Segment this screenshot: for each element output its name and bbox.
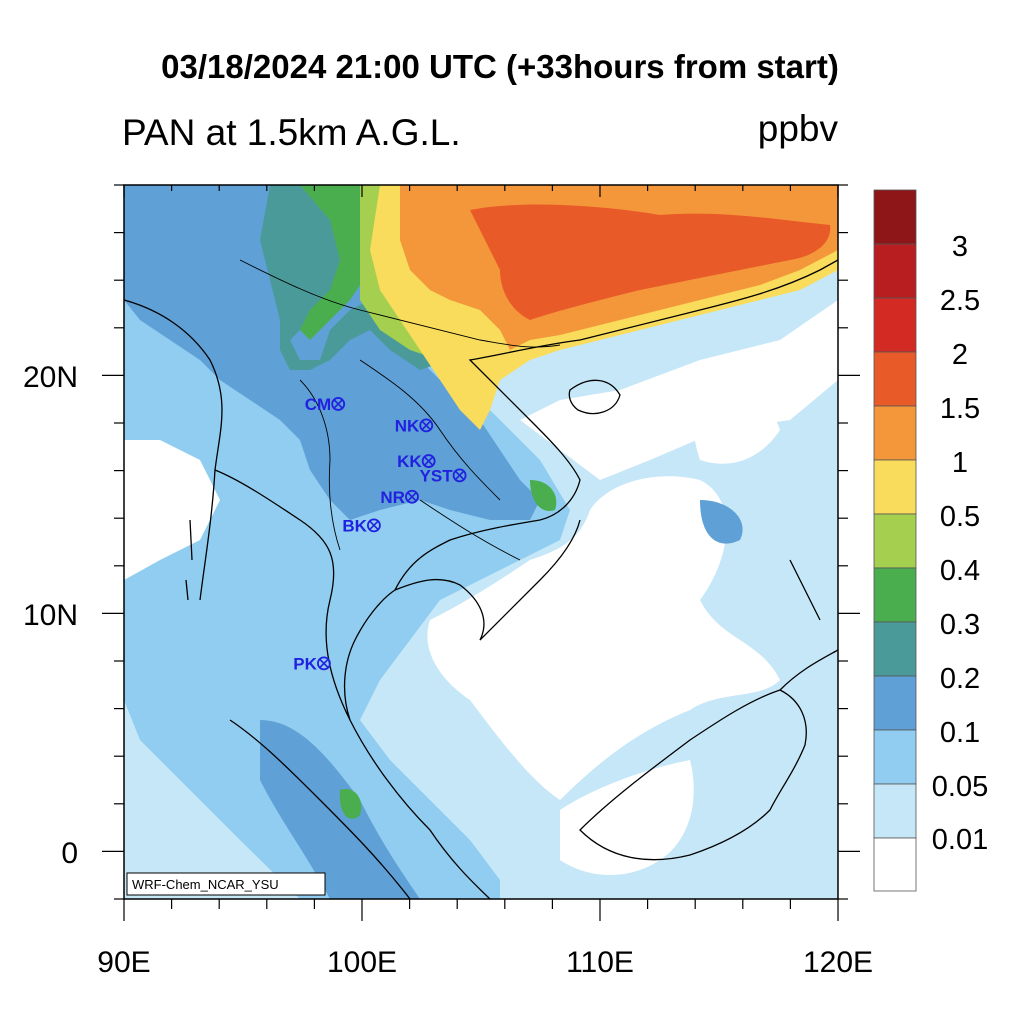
coastline-vietnam	[479, 519, 581, 641]
colorbar-box-7	[873, 459, 917, 515]
colorbar-label-0-1: 0.1	[940, 717, 980, 749]
credit-box	[126, 872, 326, 896]
field-level-000c	[692, 380, 780, 464]
station-marker-cross	[407, 492, 417, 502]
station-marker-cross	[369, 520, 379, 530]
colorbar-box-0	[873, 837, 917, 892]
colorbar-label-0-2: 0.2	[940, 663, 980, 695]
colorbar-box-1	[873, 783, 917, 839]
station-marker-icon	[317, 656, 331, 671]
station-marker-cross	[424, 456, 434, 466]
colorbar-label-0-05: 0.05	[932, 771, 988, 803]
border-china	[239, 259, 561, 348]
station-marker-cross	[333, 399, 343, 409]
credit-text: WRF-Chem_NCAR_YSU	[132, 877, 279, 892]
colorbar-box-4	[873, 621, 917, 677]
station-nr: NR	[380, 488, 419, 507]
station-marker-cross	[421, 420, 431, 430]
colorbar-box-6	[873, 513, 917, 569]
y-tick-label-0: 0	[61, 837, 78, 870]
station-marker-icon	[366, 518, 381, 533]
station-pk: PK	[293, 654, 331, 673]
field-level-010c	[700, 500, 743, 544]
colorbar-label-1-5: 1.5	[940, 393, 980, 425]
y-tick-label-20n: 20N	[23, 361, 78, 394]
station-nk: NK	[395, 416, 434, 435]
station-cm: CM	[305, 395, 346, 414]
country-borders	[239, 259, 561, 561]
border-laos	[359, 359, 501, 501]
units-label: ppbv	[757, 108, 838, 149]
field-level-150b	[540, 238, 571, 262]
field-level-000a	[427, 476, 780, 800]
colorbar-label-3: 3	[952, 231, 968, 263]
coastline-hainan	[568, 379, 621, 415]
colorbar-label-2: 2	[952, 339, 968, 371]
coastline-sumatra	[229, 719, 411, 899]
colorbar-box-3	[873, 675, 917, 731]
colorbar-label-1: 1	[952, 447, 968, 479]
station-label: NK	[395, 416, 420, 435]
x-tick-label-100: 100E	[327, 946, 397, 979]
station-label: BK	[342, 516, 367, 535]
plot-frame	[123, 184, 839, 900]
station-yst: YST	[420, 466, 467, 485]
field-level-030b	[339, 789, 362, 819]
model-credit: WRF-Chem_NCAR_YSU	[126, 872, 326, 896]
colorbar-box-8	[873, 405, 917, 461]
station-marker-icon	[452, 468, 467, 483]
station-marker-icon	[419, 418, 434, 433]
station-label: PK	[293, 654, 317, 673]
field-level-030c	[530, 480, 557, 511]
field-level-150	[470, 204, 831, 320]
x-tick-label-90: 90E	[97, 946, 150, 979]
station-label: KK	[397, 452, 422, 471]
coastlines	[124, 259, 838, 899]
colorbar-box-12	[873, 189, 917, 245]
axis-ticks	[102, 184, 860, 921]
station-label: CM	[305, 395, 331, 414]
coastline-borneo	[579, 689, 807, 861]
variable-label: PAN at 1.5km A.G.L.	[122, 112, 461, 153]
colorbar-label-0-5: 0.5	[940, 501, 980, 533]
colorbar: 3 2.5 2 1.5 1 0.5 0.4 0.3 0.2 0.1 0.05 0…	[873, 189, 988, 892]
y-tick-label-10n: 10N	[23, 599, 78, 632]
coastline-philippines	[779, 559, 838, 691]
colorbar-box-11	[873, 243, 917, 299]
station-marker-icon	[405, 489, 419, 504]
map-title: 03/18/2024 21:00 UTC (+33hours from star…	[161, 48, 839, 85]
field-level-000d	[560, 760, 694, 875]
station-marker-icon	[331, 397, 346, 411]
station-marker-cross	[319, 658, 329, 668]
station-label: NR	[380, 488, 405, 507]
station-kk: KK	[397, 452, 436, 471]
station-label: YST	[420, 466, 454, 485]
station-marker-icon	[421, 454, 436, 468]
x-tick-label-120: 120E	[803, 946, 873, 979]
colorbar-box-10	[873, 297, 917, 353]
colorbar-label-0-4: 0.4	[940, 555, 980, 587]
concentration-field	[124, 185, 838, 899]
station-marker-cross	[455, 470, 465, 480]
border-cambodia	[419, 499, 521, 561]
coastline-andaman	[185, 519, 193, 601]
x-tick-label-110: 110E	[566, 946, 634, 979]
station-bk: BK	[342, 516, 381, 535]
colorbar-label-2-5: 2.5	[940, 285, 980, 317]
colorbar-label-0-01: 0.01	[932, 824, 988, 856]
field-level-010b	[260, 720, 420, 899]
border-thailand-myanmar	[299, 379, 341, 551]
colorbar-box-9	[873, 351, 917, 407]
colorbar-label-0-3: 0.3	[940, 609, 980, 641]
coastline-mainland	[124, 259, 838, 899]
colorbar-box-2	[873, 729, 917, 785]
colorbar-box-5	[873, 567, 917, 623]
